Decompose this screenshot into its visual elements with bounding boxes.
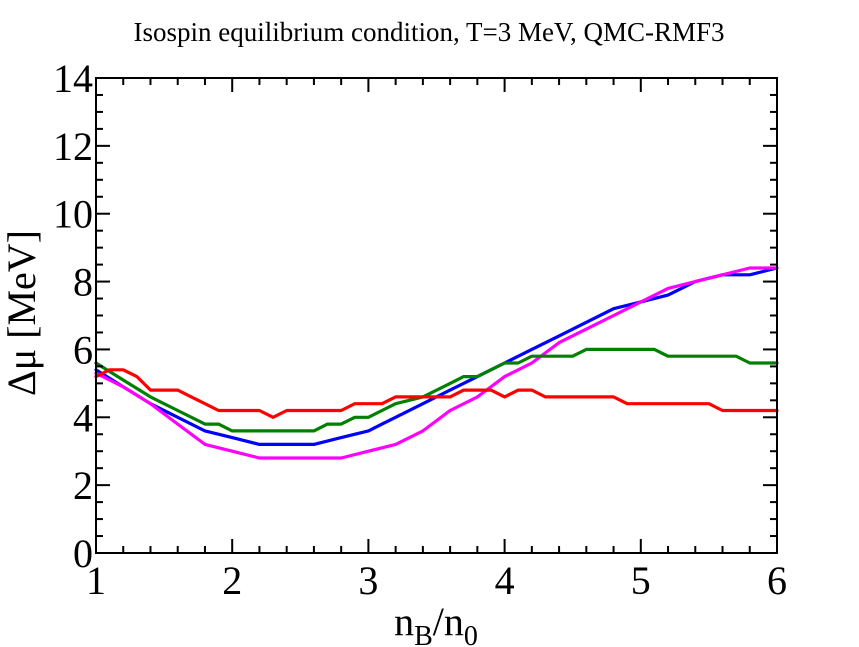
x-tick-label: 3 <box>358 558 378 603</box>
x-tick-label: 2 <box>222 558 242 603</box>
x-axis-label: nB/n0 <box>394 599 478 647</box>
y-label-unit: [MeV] <box>0 230 44 349</box>
series-line-red <box>94 368 779 419</box>
series-line-magenta <box>94 266 779 460</box>
y-tick-label: 6 <box>73 327 93 372</box>
chart-title: Isospin equilibrium condition, T=3 MeV, … <box>133 17 724 47</box>
x-label-sub2: 0 <box>464 621 478 647</box>
x-tick-label: 5 <box>631 558 651 603</box>
y-tick-label: 12 <box>53 124 93 169</box>
series-layer <box>94 266 779 460</box>
x-label-base: n <box>394 599 414 644</box>
y-tick-label: 4 <box>73 395 93 440</box>
y-tick-labels: 0 2 4 6 8 10 12 14 <box>53 56 93 576</box>
x-label-sep: /n <box>433 599 464 644</box>
plot-frame <box>95 77 778 554</box>
y-tick-label: 14 <box>53 56 93 101</box>
y-tick-label: 0 <box>73 531 93 576</box>
y-tick-label: 2 <box>73 463 93 508</box>
x-tick-label: 6 <box>767 558 787 603</box>
x-tick-labels: 1 2 3 4 5 6 <box>86 558 787 603</box>
ticks-layer <box>95 77 778 554</box>
x-tick-label: 1 <box>86 558 106 603</box>
y-axis-label: Δμ [MeV] <box>0 230 44 396</box>
y-label-symbol: Δμ <box>0 349 44 396</box>
y-tick-label: 8 <box>73 260 93 305</box>
y-tick-label: 10 <box>53 192 93 237</box>
x-label-sub1: B <box>414 621 433 647</box>
x-tick-label: 4 <box>495 558 515 603</box>
series-line-green <box>94 347 779 433</box>
